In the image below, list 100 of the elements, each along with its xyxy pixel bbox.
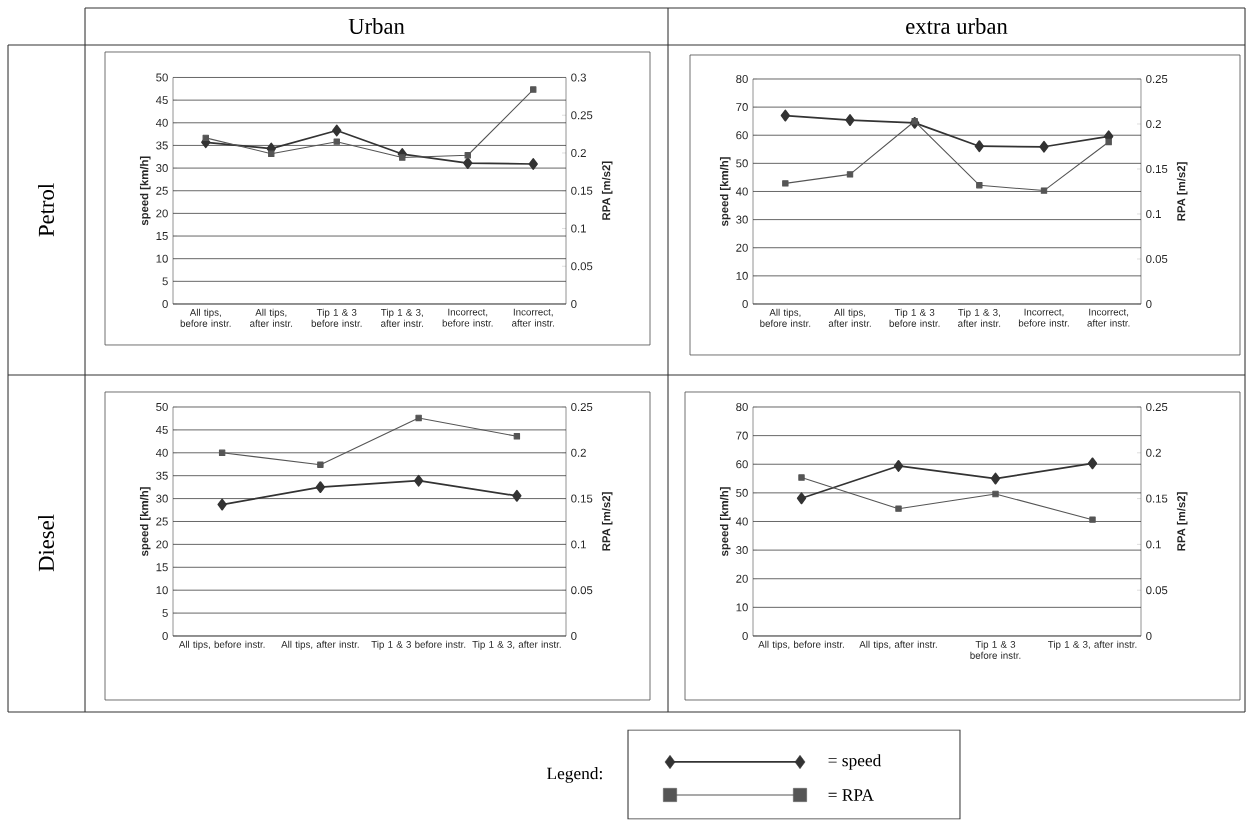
y-tick-label: 60 — [736, 460, 748, 469]
y-tick-label: 50 — [156, 403, 168, 412]
y2-tick-label: 0.15 — [571, 494, 593, 503]
y2-tick-label: 0.05 — [1146, 255, 1168, 264]
y-tick-label: 20 — [156, 209, 168, 218]
y2-tick-label: 0 — [1146, 632, 1152, 641]
text: Petrol — [38, 183, 54, 237]
x-tick-label: Tip 1 & 3 before instr. — [311, 308, 362, 328]
x-tick-label: All tips, before instr. — [760, 308, 811, 328]
x-tick-label: Tip 1 & 3, after instr. — [472, 640, 561, 650]
y2-tick-label: 0.05 — [571, 586, 593, 595]
y2-tick-label: 0.3 — [571, 73, 586, 82]
x-tick-label: Tip 1 & 3, after instr. — [1047, 640, 1137, 650]
y-tick-label: 25 — [156, 186, 168, 195]
y-tick-label: 45 — [155, 96, 168, 105]
y-axis-title: speed [km/h] — [139, 487, 151, 557]
x-tick-label: Tip 1 & 3 before instr. — [371, 640, 466, 650]
y-tick-label: 40 — [155, 449, 168, 458]
y-tick-label: 70 — [736, 431, 748, 440]
y-tick-label: 0 — [742, 300, 748, 309]
y-tick-label: 40 — [735, 187, 748, 196]
y-tick-label: 0 — [162, 300, 168, 309]
x-tick-label: All tips, before instr. — [178, 640, 265, 650]
y2-tick-label: 0.1 — [571, 224, 586, 233]
x-tick-label: Tip 1 & 3, after instr. — [958, 308, 1001, 328]
y-tick-label: 20 — [736, 243, 748, 252]
y2-tick-label: 0.15 — [571, 186, 593, 195]
y-tick-label: 20 — [156, 540, 168, 549]
y-tick-label: 50 — [736, 489, 748, 498]
y2-tick-label: 0.2 — [1146, 120, 1161, 129]
y2-tick-label: 0.25 — [571, 111, 593, 120]
y-tick-label: 10 — [156, 586, 168, 595]
y2-tick-label: 0.2 — [571, 449, 586, 458]
legend-title: Legend: — [547, 767, 602, 784]
chart-title: Urban — [348, 18, 405, 35]
y2-tick-label: 0.1 — [1146, 210, 1161, 219]
y-tick-label: 15 — [156, 232, 168, 241]
y-tick-label: 60 — [736, 131, 748, 140]
y-tick-label: 25 — [156, 517, 168, 526]
y-tick-label: 45 — [155, 426, 168, 435]
y2-tick-label: 0.25 — [571, 403, 593, 412]
x-tick-label: Incorrect, before instr. — [1018, 308, 1069, 327]
x-tick-label: All tips, before instr. — [180, 308, 231, 328]
y-tick-label: 35 — [156, 471, 168, 480]
y2-tick-label: 0 — [1146, 300, 1152, 309]
y2-tick-label: 0.2 — [571, 149, 586, 158]
y2-tick-label: 0.15 — [1146, 494, 1168, 503]
y2-tick-label: 0.1 — [1146, 540, 1161, 549]
y-tick-label: 10 — [156, 254, 168, 263]
x-tick-label: Tip 1 & 3 before instr. — [970, 640, 1021, 660]
y2-tick-label: 0.25 — [1146, 75, 1168, 84]
y-axis-title: speed [km/h] — [719, 487, 731, 557]
y-tick-label: 30 — [156, 164, 168, 173]
y2-axis-title: RPA [m/s2] — [601, 161, 613, 221]
y-tick-label: 20 — [736, 574, 748, 583]
y2-axis-title: RPA [m/s2] — [601, 492, 613, 551]
y2-tick-label: 0.05 — [571, 262, 593, 271]
x-tick-label: Incorrect, after instr. — [512, 308, 555, 327]
y-tick-label: 10 — [736, 603, 748, 612]
y-tick-label: 30 — [736, 215, 748, 224]
y2-tick-label: 0.2 — [1146, 449, 1161, 458]
y-tick-label: 30 — [736, 546, 748, 555]
x-tick-label: All tips, after instr. — [250, 308, 293, 328]
x-tick-label: Tip 1 & 3, after instr. — [381, 308, 424, 328]
y-tick-label: 70 — [736, 103, 748, 112]
legend-label: = speed — [828, 754, 882, 771]
y-axis-title: speed [km/h] — [719, 157, 731, 227]
y-axis-title: speed [km/h] — [139, 156, 151, 226]
y-tick-label: 40 — [155, 119, 168, 128]
y2-axis-title: RPA [m/s2] — [1176, 492, 1188, 551]
y-tick-label: 0 — [742, 632, 748, 641]
chart-title: extra urban — [906, 18, 1008, 35]
y2-tick-label: 0.15 — [1146, 165, 1168, 174]
y-tick-label: 80 — [736, 403, 748, 412]
y-tick-label: 15 — [156, 563, 168, 572]
y2-tick-label: 0.1 — [571, 540, 586, 549]
y-tick-label: 80 — [736, 75, 748, 84]
x-tick-label: Incorrect, before instr. — [442, 308, 493, 327]
y-tick-label: 50 — [156, 73, 168, 82]
y-tick-label: 35 — [156, 141, 168, 150]
y-tick-label: 5 — [162, 609, 168, 618]
x-tick-label: All tips, before instr. — [758, 640, 844, 650]
y-tick-label: 0 — [162, 632, 168, 641]
y2-tick-label: 0 — [571, 632, 577, 641]
y-tick-label: 5 — [162, 277, 168, 286]
x-tick-label: All tips, after instr. — [281, 640, 359, 650]
y-tick-label: 10 — [736, 272, 748, 281]
x-tick-label: All tips, after instr. — [859, 640, 937, 650]
legend-label: = RPA — [828, 789, 874, 801]
text: Diesel — [38, 514, 54, 572]
y-tick-label: 50 — [736, 159, 748, 168]
y2-tick-label: 0.25 — [1146, 403, 1168, 412]
y2-tick-label: 0.05 — [1146, 586, 1168, 595]
y2-tick-label: 0 — [571, 300, 577, 309]
y-tick-label: 30 — [156, 494, 168, 503]
x-tick-label: Incorrect, after instr. — [1087, 308, 1130, 327]
y-tick-label: 40 — [735, 517, 748, 526]
x-tick-label: Tip 1 & 3 before instr. — [889, 308, 940, 328]
y2-axis-title: RPA [m/s2] — [1176, 162, 1188, 221]
x-tick-label: All tips, after instr. — [828, 308, 871, 328]
